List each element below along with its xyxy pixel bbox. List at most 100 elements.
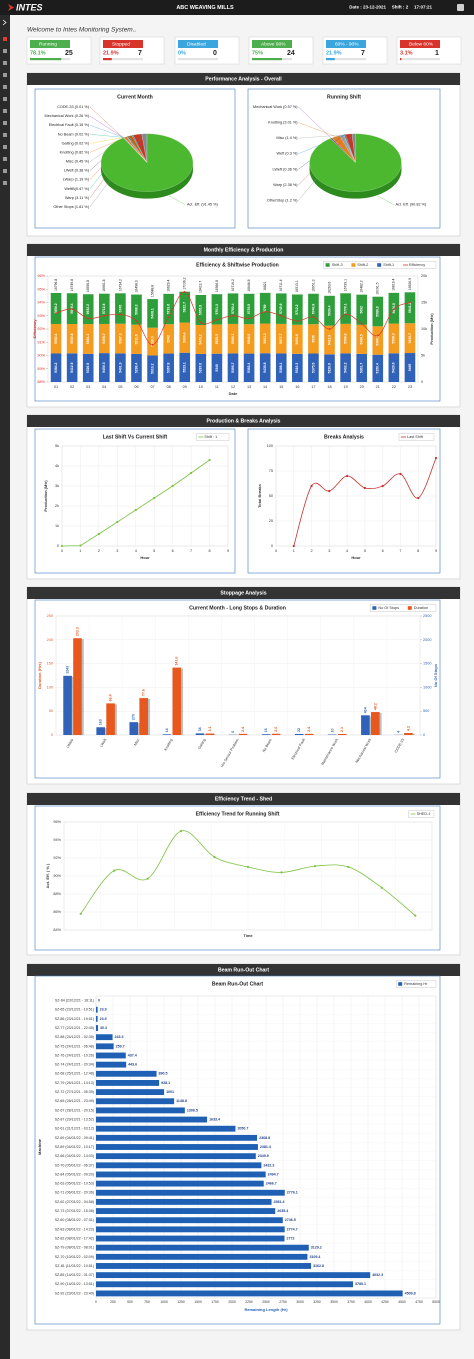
nav-icon[interactable] xyxy=(3,181,7,185)
x-tick-label: 07 xyxy=(150,385,154,389)
total-label: 16482.2 xyxy=(360,280,364,292)
line-point xyxy=(183,291,186,293)
total-label: 16629.4 xyxy=(167,279,171,291)
total-label: 15648.8 xyxy=(150,285,154,297)
bar-label: 2494.7 xyxy=(268,1172,279,1176)
bar-label: 4 xyxy=(396,731,400,733)
line-point xyxy=(167,316,170,318)
leader-line xyxy=(168,195,186,205)
bar-label: 5690.4 xyxy=(183,332,187,342)
nav-icon[interactable] xyxy=(3,37,7,41)
nav-icon[interactable] xyxy=(3,121,7,125)
nav-icon[interactable] xyxy=(3,97,7,101)
bar-segment xyxy=(275,323,287,354)
bar-label: 5310.3 xyxy=(295,363,299,373)
x-tick-label: 9 xyxy=(435,549,437,553)
nav-icon[interactable] xyxy=(3,73,7,77)
bar xyxy=(96,1098,175,1105)
bar-segment xyxy=(147,355,158,382)
bar-segment xyxy=(372,326,384,355)
nav-icon[interactable] xyxy=(3,145,7,149)
chart-title: Current Month xyxy=(117,94,153,100)
x-tick-label: 2 xyxy=(98,549,100,553)
card-count: 7 xyxy=(361,50,365,57)
y-tick-label: SZ-63 (05/01/22 - 10:53) xyxy=(55,1182,94,1186)
bar-segment xyxy=(211,324,223,354)
bar-label: 243.3 xyxy=(115,1035,124,1039)
bar xyxy=(96,1025,99,1031)
bar-segment xyxy=(82,353,94,382)
nav-icon[interactable] xyxy=(3,157,7,161)
chart-title: Running Shift xyxy=(327,94,361,100)
bar-label: 890.5 xyxy=(159,1072,168,1076)
axis-title: Remaining Length (Hr) xyxy=(244,1307,288,1312)
nav-icon[interactable] xyxy=(3,61,7,65)
bar-segment xyxy=(243,353,255,382)
line-point xyxy=(296,320,299,322)
y-tick-label: 92% xyxy=(53,856,61,860)
pie-label: Act. Eff. (91.45 %) xyxy=(187,203,218,207)
card-count: 25 xyxy=(65,50,73,57)
bar-segment xyxy=(324,325,335,355)
line-point xyxy=(151,344,154,346)
bar-label: 23.9 xyxy=(100,1008,107,1012)
company-name: ABC WEAVING MILLS xyxy=(176,5,234,11)
bar-label: 1306.5 xyxy=(187,1108,198,1112)
nav-icon[interactable] xyxy=(3,169,7,173)
legend-box xyxy=(396,980,437,988)
y2-tick-label: 2500 xyxy=(423,614,431,618)
x-tick-label: 4 xyxy=(346,549,348,553)
card-count: 0 xyxy=(213,50,217,57)
bar-label: 5412.3 xyxy=(327,335,331,345)
bar xyxy=(96,1281,354,1288)
x-tick-label: 03 xyxy=(86,385,90,389)
sidebar-toggle[interactable] xyxy=(2,19,7,26)
chart-title: Beam Run-Out Chart xyxy=(212,981,264,987)
nav-icon[interactable] xyxy=(3,85,7,89)
user-icon[interactable] xyxy=(457,4,464,11)
bar-label: 270 xyxy=(132,714,136,720)
nav-icon[interactable] xyxy=(3,49,7,53)
bar-label: 5150.4 xyxy=(376,363,380,373)
bar xyxy=(371,712,380,735)
bar xyxy=(261,734,271,735)
y-tick-label: SZ-81 (11/01/22 - 10:51) xyxy=(55,1264,94,1268)
total-label: 16926.9 xyxy=(408,278,412,290)
bar-label: 2381.4 xyxy=(260,1145,271,1149)
line-point xyxy=(380,886,383,889)
bar xyxy=(96,1015,98,1022)
y-tick-label: SZ-62 (07/01/22 - 04:58) xyxy=(55,1200,94,1204)
pie-label: Warp (2.38 %) xyxy=(273,183,298,187)
card-badge xyxy=(30,40,70,48)
legend-box xyxy=(408,810,435,818)
card-percent: 3.1% xyxy=(400,50,413,56)
panel-title: Monthly Efficiency & Production xyxy=(204,248,284,254)
bar-label: 2774.7 xyxy=(287,1227,298,1231)
y-tick-label: SZ-88 (24/12/21 - 02:35) xyxy=(55,1035,94,1039)
axis-title: Machine xyxy=(37,1138,42,1155)
y-tick-label: SZ-87 (29/12/21 - 13:52) xyxy=(55,1117,94,1121)
bar-segment xyxy=(388,353,400,382)
pie-label: WeftB(0.47 %) xyxy=(64,187,89,191)
bar-label: 5745 xyxy=(118,305,122,313)
x-tick-label: 8 xyxy=(208,549,210,553)
leader-line xyxy=(89,106,124,138)
x-tick-label: 3000 xyxy=(296,1300,304,1304)
y2-tick-label: 1000 xyxy=(423,685,431,689)
line-point xyxy=(179,829,183,833)
bar-segment xyxy=(259,323,271,354)
nav-icon[interactable] xyxy=(3,133,7,137)
bar-segment xyxy=(131,294,142,325)
y-tick-label: SZ-83 (08/01/22 - 14:23) xyxy=(55,1227,94,1231)
x-tick-label: 250 xyxy=(110,1300,116,1304)
bar-label: 1148.8 xyxy=(176,1099,187,1103)
bar-label: 5362.4 xyxy=(247,362,251,372)
total-label: 16661.8 xyxy=(102,279,106,291)
nav-icon[interactable] xyxy=(3,109,7,113)
bar-segment xyxy=(324,295,335,326)
bar-label: 5360.2 xyxy=(376,335,380,345)
line-point xyxy=(328,328,331,330)
x-tick-label: 500 xyxy=(127,1300,133,1304)
bar xyxy=(205,733,215,735)
chart-title: Efficiency Trend for Running Shift xyxy=(196,811,280,817)
